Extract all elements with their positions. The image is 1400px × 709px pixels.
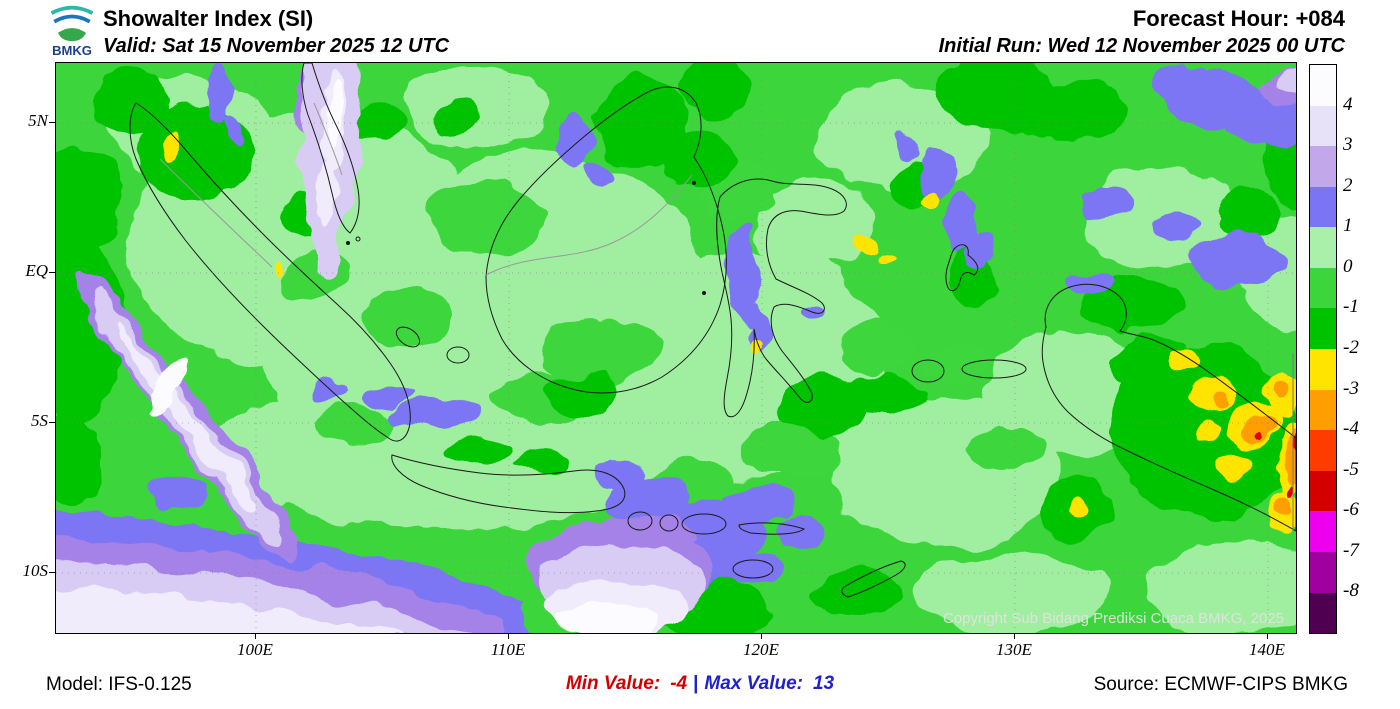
halmahera-coast bbox=[945, 244, 979, 292]
colorbar-label: -1 bbox=[1343, 296, 1359, 318]
x-axis-label: 140E bbox=[1249, 640, 1285, 659]
x-axis-label: 100E bbox=[237, 640, 273, 659]
borneo-coast bbox=[485, 86, 727, 394]
sumbawa-coast bbox=[681, 513, 727, 535]
y-axis-label: 5S bbox=[31, 411, 48, 430]
seram-coast bbox=[961, 359, 1027, 379]
x-axis-tick bbox=[761, 633, 762, 639]
colorbar-segment bbox=[1310, 146, 1336, 187]
java-coast bbox=[391, 454, 626, 514]
page-title: Showalter Index (SI) bbox=[103, 6, 314, 31]
y-axis-tick bbox=[49, 422, 55, 423]
colorbar-label: 0 bbox=[1343, 255, 1353, 277]
colorbar-segment bbox=[1310, 227, 1336, 268]
x-axis-tick bbox=[255, 633, 256, 639]
colorbar-segment bbox=[1310, 389, 1336, 431]
colorbar-segment bbox=[1310, 551, 1336, 593]
map-svg: Copyright Sub Bidang Prediksi Cuaca BMKG… bbox=[56, 63, 1296, 633]
colorbar-label: -8 bbox=[1343, 580, 1359, 602]
initial-run: Initial Run: Wed 12 November 2025 00 UTC bbox=[938, 35, 1345, 57]
singapore-dot bbox=[355, 236, 361, 242]
colorbar-label: -4 bbox=[1343, 418, 1359, 440]
sulawesi-coast bbox=[716, 178, 847, 418]
forecast-hour: Forecast Hour: +084 bbox=[1132, 6, 1345, 31]
y-axis-label: 5N bbox=[28, 111, 48, 130]
colorbar-segment bbox=[1310, 267, 1336, 309]
max-value: 13 bbox=[812, 673, 835, 694]
colorbar-segment bbox=[1310, 430, 1336, 471]
colorbar-label: -7 bbox=[1343, 539, 1359, 561]
sumba-coast bbox=[732, 559, 774, 579]
x-axis-tick bbox=[508, 633, 509, 639]
y-axis-tick bbox=[49, 122, 55, 123]
colorbar-label: -5 bbox=[1343, 458, 1359, 480]
admin-borders bbox=[159, 102, 1294, 531]
x-axis-label: 130E bbox=[996, 640, 1032, 659]
lombok-coast bbox=[659, 514, 679, 532]
papua-coast bbox=[1041, 283, 1296, 532]
map-frame: Copyright Sub Bidang Prediksi Cuaca BMKG… bbox=[55, 62, 1297, 634]
minmax-separator: | bbox=[693, 673, 699, 694]
colorbar-segment bbox=[1310, 186, 1336, 228]
colorbar bbox=[1309, 64, 1337, 634]
x-axis-tick bbox=[1267, 633, 1268, 639]
colorbar-label: 4 bbox=[1343, 93, 1353, 115]
y-axis-tick bbox=[49, 572, 55, 573]
logo-wave-icon bbox=[50, 5, 94, 15]
colorbar-label: 3 bbox=[1343, 134, 1353, 156]
bali-coast bbox=[627, 511, 653, 531]
logo-text: BMKG bbox=[52, 43, 92, 58]
colorbar-segment bbox=[1310, 65, 1336, 106]
buru-coast bbox=[911, 359, 945, 383]
belitung-coast bbox=[446, 346, 470, 364]
terrain-specks bbox=[346, 181, 706, 295]
colorbar-label: 1 bbox=[1343, 215, 1353, 237]
y-axis-label: 10S bbox=[22, 561, 49, 580]
x-axis-tick bbox=[1014, 633, 1015, 639]
x-axis-label: 120E bbox=[743, 640, 779, 659]
graticule bbox=[56, 63, 1296, 633]
colorbar-segment bbox=[1310, 511, 1336, 552]
colorbar-segment bbox=[1310, 349, 1336, 390]
colorbar-label: -3 bbox=[1343, 377, 1359, 399]
colorbar-segment bbox=[1310, 470, 1336, 512]
min-value: -4 bbox=[670, 673, 688, 694]
min-label: Min Value: bbox=[565, 673, 661, 694]
sumatra-coast bbox=[129, 102, 411, 442]
logo-wave-icon bbox=[53, 14, 91, 24]
logo-globe-icon bbox=[58, 28, 86, 42]
source-text: Source: ECMWF-CIPS BMKG bbox=[1093, 674, 1348, 695]
valid-time-text: Valid: Sat 15 November 2025 12 UTC bbox=[103, 35, 450, 57]
colorbar-segment bbox=[1310, 308, 1336, 350]
coastlines bbox=[129, 63, 1296, 598]
colorbar-label: -2 bbox=[1343, 337, 1359, 358]
colorbar-segment bbox=[1310, 592, 1336, 634]
colorbar-segment bbox=[1310, 105, 1336, 147]
y-axis-label: EQ bbox=[25, 261, 48, 280]
colorbar-label: 2 bbox=[1343, 174, 1353, 196]
bangka-coast bbox=[395, 326, 421, 348]
colorbar-label: -6 bbox=[1343, 499, 1359, 521]
x-axis-label: 110E bbox=[490, 640, 526, 659]
malay-peninsula-coast bbox=[301, 63, 360, 234]
max-label: Max Value: bbox=[704, 673, 803, 694]
y-axis-tick bbox=[49, 272, 55, 273]
minmax-text: Min Value: -4 | Max Value: 13 bbox=[0, 673, 1400, 695]
timor-coast bbox=[841, 560, 906, 598]
bmkg-logo: BMKG bbox=[50, 5, 94, 58]
flores-coast bbox=[738, 522, 806, 535]
copyright-text: Copyright Sub Bidang Prediksi Cuaca BMKG… bbox=[943, 610, 1284, 627]
si-contour-fills bbox=[56, 63, 1296, 633]
model-text: Model: IFS-0.125 bbox=[46, 674, 192, 695]
